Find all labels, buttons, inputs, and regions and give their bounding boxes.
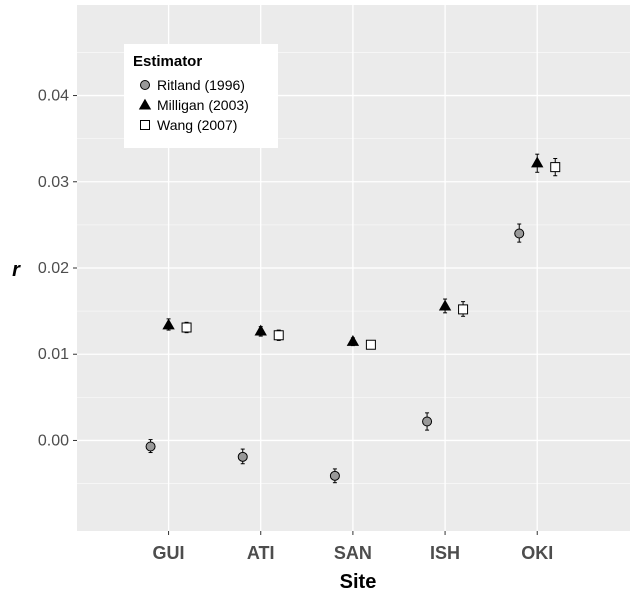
data-point xyxy=(145,441,156,452)
data-point xyxy=(237,451,248,462)
data-point xyxy=(438,299,452,311)
series-ritland-1996 xyxy=(145,223,525,484)
y-tick-label: 0.00 xyxy=(38,432,69,449)
legend-label: Wang (2007) xyxy=(157,117,237,133)
x-tick-label: OKI xyxy=(521,543,553,563)
data-point xyxy=(514,228,525,239)
y-tick-label: 0.04 xyxy=(38,88,69,105)
data-point xyxy=(346,334,360,346)
y-tick-label: 0.03 xyxy=(38,174,69,191)
data-point xyxy=(162,318,175,330)
legend-title: Estimator xyxy=(133,53,202,70)
data-point xyxy=(181,322,192,333)
data-point xyxy=(458,304,469,315)
x-tick-label: SAN xyxy=(334,543,372,563)
series-wang-2007 xyxy=(181,157,561,350)
legend-key xyxy=(140,80,150,90)
legend-label: Ritland (1996) xyxy=(157,77,245,93)
legend-box xyxy=(124,44,278,148)
data-point xyxy=(329,470,340,481)
data-point xyxy=(273,330,284,341)
legend-key xyxy=(138,98,152,110)
x-tick-label: GUI xyxy=(153,543,185,563)
series-milligan-2003 xyxy=(162,153,544,347)
legend: Estimator Ritland (1996) Milligan (2003) W… xyxy=(124,44,278,148)
y-axis-title: r xyxy=(12,259,21,281)
legend-items: Ritland (1996) Milligan (2003) Wang (2007) xyxy=(138,77,249,133)
data-marks xyxy=(145,153,561,484)
data-point xyxy=(422,416,433,427)
y-tick-label: 0.02 xyxy=(38,260,69,277)
data-point xyxy=(365,339,376,350)
y-axis: 0.00 0.01 0.02 0.03 0.04 xyxy=(38,88,77,449)
y-tick-label: 0.01 xyxy=(38,346,69,363)
legend-label: Milligan (2003) xyxy=(157,97,249,113)
data-point xyxy=(531,156,544,168)
data-point xyxy=(254,324,267,336)
major-grid xyxy=(77,5,630,531)
legend-key xyxy=(140,120,150,130)
x-tick-label: ISH xyxy=(430,543,460,563)
x-axis: GUI ATI SAN ISH OKI xyxy=(153,531,553,563)
x-tick-label: ATI xyxy=(247,543,275,563)
data-point xyxy=(550,162,561,173)
x-axis-title: Site xyxy=(340,571,377,593)
